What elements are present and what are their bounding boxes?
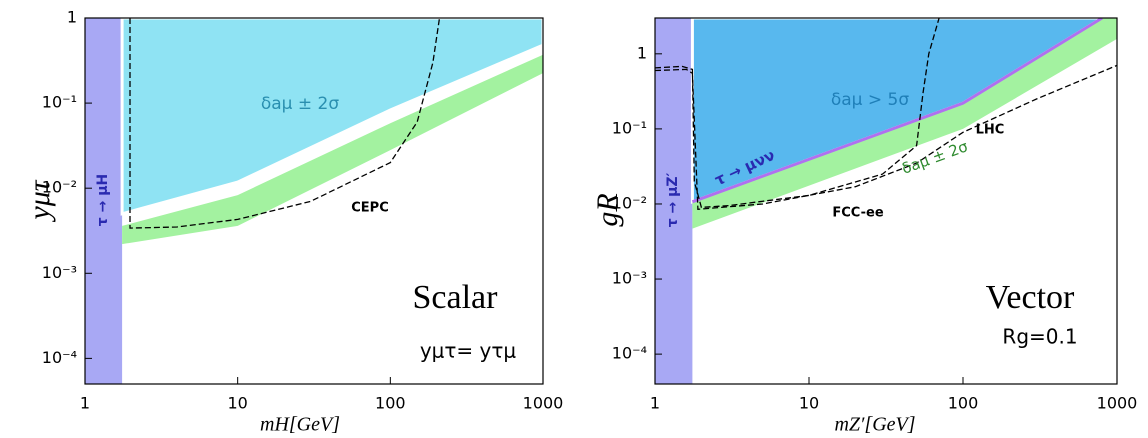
panel-subtitle: yμτ= yτμ — [420, 339, 517, 363]
y-tick-label: 10⁻⁴ — [42, 348, 77, 367]
x-axis-label: mZ′[GeV] — [834, 414, 915, 434]
y-tick-label: 1 — [637, 43, 647, 62]
y-axis-label: gR — [591, 193, 624, 226]
x-axis-label: mH[GeV] — [260, 414, 340, 434]
curve — [129, 18, 441, 229]
x-tick-label: 1 — [650, 394, 660, 413]
region — [692, 18, 1117, 229]
x-tick-label: 1000 — [1097, 394, 1138, 413]
x-tick-label: 1000 — [523, 394, 564, 413]
plot-area — [655, 18, 1117, 384]
x-tick-label: 100 — [948, 394, 979, 413]
panel-title: Scalar — [413, 279, 499, 316]
axes-frame — [84, 17, 544, 385]
curve — [655, 64, 1117, 211]
y-tick-label: 1 — [67, 8, 77, 27]
region — [122, 54, 543, 245]
y-tick-label: 10⁻³ — [42, 263, 77, 282]
curve-label: LHC — [976, 123, 1005, 138]
axes-frame — [654, 17, 1118, 385]
y-tick-label: 10⁻³ — [612, 269, 647, 288]
y-tick-label: 10⁻² — [42, 178, 77, 197]
curve-label: CEPC — [351, 201, 389, 216]
curve — [691, 18, 1103, 204]
region — [120, 18, 543, 216]
x-tick-label: 1 — [80, 394, 90, 413]
y-axis-label: yμτ — [23, 179, 56, 222]
curve — [655, 18, 940, 209]
plot-area — [85, 18, 543, 384]
panel-subtitle: Rg=0.1 — [1002, 325, 1077, 349]
y-tick-label: 10⁻⁴ — [612, 344, 647, 363]
y-tick-label: 10⁻¹ — [612, 118, 647, 137]
region-label: δaμ ± 2σ — [261, 94, 340, 114]
curve-label: FCC-ee — [832, 206, 883, 221]
panel-title: Vector — [986, 279, 1075, 316]
region — [85, 18, 123, 384]
region — [655, 18, 693, 384]
y-tick-label: 10⁻¹ — [42, 93, 77, 112]
x-tick-label: 100 — [375, 394, 406, 413]
x-tick-label: 10 — [227, 394, 247, 413]
y-tick-label: 10⁻² — [612, 193, 647, 212]
region-label: τ → μH — [95, 174, 111, 226]
x-tick-label: 10 — [799, 394, 819, 413]
region-label: δaμ > 5σ — [831, 90, 910, 110]
region-label: τ → μZ′ — [665, 172, 681, 227]
